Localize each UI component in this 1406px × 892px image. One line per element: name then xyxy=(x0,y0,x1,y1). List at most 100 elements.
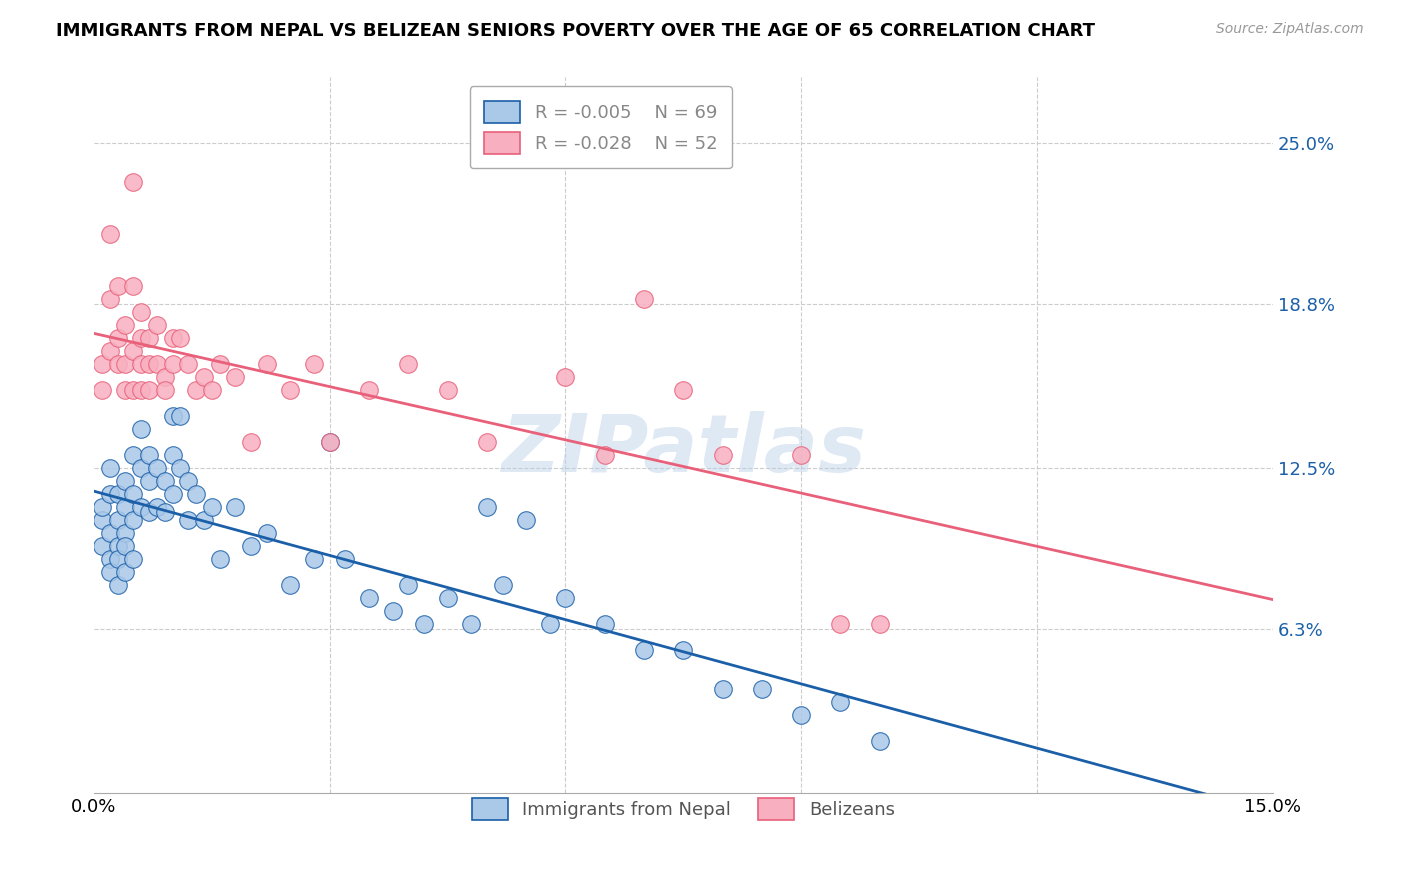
Point xyxy=(790,448,813,462)
Point xyxy=(122,175,145,189)
Point xyxy=(515,513,537,527)
Point xyxy=(153,474,176,488)
Point xyxy=(122,343,145,358)
Point xyxy=(318,434,340,449)
Point xyxy=(240,539,263,553)
Point xyxy=(672,643,695,657)
Point xyxy=(869,617,891,632)
Point xyxy=(335,552,357,566)
Point xyxy=(381,604,404,618)
Point xyxy=(357,591,380,606)
Point xyxy=(169,409,191,423)
Point xyxy=(193,513,215,527)
Point xyxy=(98,343,121,358)
Point xyxy=(98,526,121,541)
Point xyxy=(593,617,616,632)
Point xyxy=(129,500,152,514)
Point xyxy=(256,357,278,371)
Point xyxy=(98,461,121,475)
Point xyxy=(162,409,184,423)
Point xyxy=(129,304,152,318)
Point xyxy=(90,513,112,527)
Point xyxy=(256,526,278,541)
Point xyxy=(114,526,136,541)
Point xyxy=(114,565,136,579)
Point xyxy=(184,487,207,501)
Point xyxy=(153,369,176,384)
Point xyxy=(107,331,129,345)
Point xyxy=(90,539,112,553)
Point xyxy=(138,357,160,371)
Point xyxy=(224,369,246,384)
Point xyxy=(146,357,169,371)
Point xyxy=(436,383,458,397)
Point xyxy=(475,434,498,449)
Point xyxy=(90,383,112,397)
Point xyxy=(201,383,224,397)
Point xyxy=(633,643,655,657)
Point xyxy=(107,487,129,501)
Point xyxy=(711,448,734,462)
Point xyxy=(162,487,184,501)
Point xyxy=(138,474,160,488)
Point xyxy=(129,422,152,436)
Point xyxy=(129,383,152,397)
Point xyxy=(122,552,145,566)
Point xyxy=(114,500,136,514)
Point xyxy=(280,578,302,592)
Point xyxy=(396,357,419,371)
Point xyxy=(129,357,152,371)
Point xyxy=(751,682,773,697)
Point xyxy=(302,552,325,566)
Point xyxy=(129,461,152,475)
Point xyxy=(114,539,136,553)
Point xyxy=(413,617,436,632)
Point xyxy=(491,578,513,592)
Point xyxy=(138,448,160,462)
Point xyxy=(90,357,112,371)
Legend: Immigrants from Nepal, Belizeans: Immigrants from Nepal, Belizeans xyxy=(457,783,910,834)
Point xyxy=(224,500,246,514)
Point xyxy=(122,487,145,501)
Point xyxy=(107,357,129,371)
Point xyxy=(830,695,852,709)
Point xyxy=(114,474,136,488)
Point xyxy=(122,513,145,527)
Point xyxy=(98,487,121,501)
Text: Source: ZipAtlas.com: Source: ZipAtlas.com xyxy=(1216,22,1364,37)
Point xyxy=(208,357,231,371)
Point xyxy=(98,227,121,241)
Point xyxy=(672,383,695,397)
Point xyxy=(318,434,340,449)
Point xyxy=(107,539,129,553)
Point xyxy=(554,369,576,384)
Text: ZIPatlas: ZIPatlas xyxy=(501,410,866,489)
Point xyxy=(593,448,616,462)
Point xyxy=(153,383,176,397)
Point xyxy=(280,383,302,397)
Text: IMMIGRANTS FROM NEPAL VS BELIZEAN SENIORS POVERTY OVER THE AGE OF 65 CORRELATION: IMMIGRANTS FROM NEPAL VS BELIZEAN SENIOR… xyxy=(56,22,1095,40)
Point xyxy=(98,552,121,566)
Point xyxy=(98,565,121,579)
Point xyxy=(114,357,136,371)
Point xyxy=(460,617,482,632)
Point xyxy=(208,552,231,566)
Point xyxy=(138,331,160,345)
Point xyxy=(633,292,655,306)
Point xyxy=(177,513,200,527)
Point xyxy=(711,682,734,697)
Point xyxy=(146,500,169,514)
Point xyxy=(436,591,458,606)
Point xyxy=(98,292,121,306)
Point xyxy=(240,434,263,449)
Point xyxy=(153,505,176,519)
Point xyxy=(302,357,325,371)
Point xyxy=(184,383,207,397)
Point xyxy=(138,383,160,397)
Point xyxy=(107,513,129,527)
Point xyxy=(869,734,891,748)
Point xyxy=(146,318,169,332)
Point xyxy=(177,357,200,371)
Point xyxy=(114,383,136,397)
Point xyxy=(177,474,200,488)
